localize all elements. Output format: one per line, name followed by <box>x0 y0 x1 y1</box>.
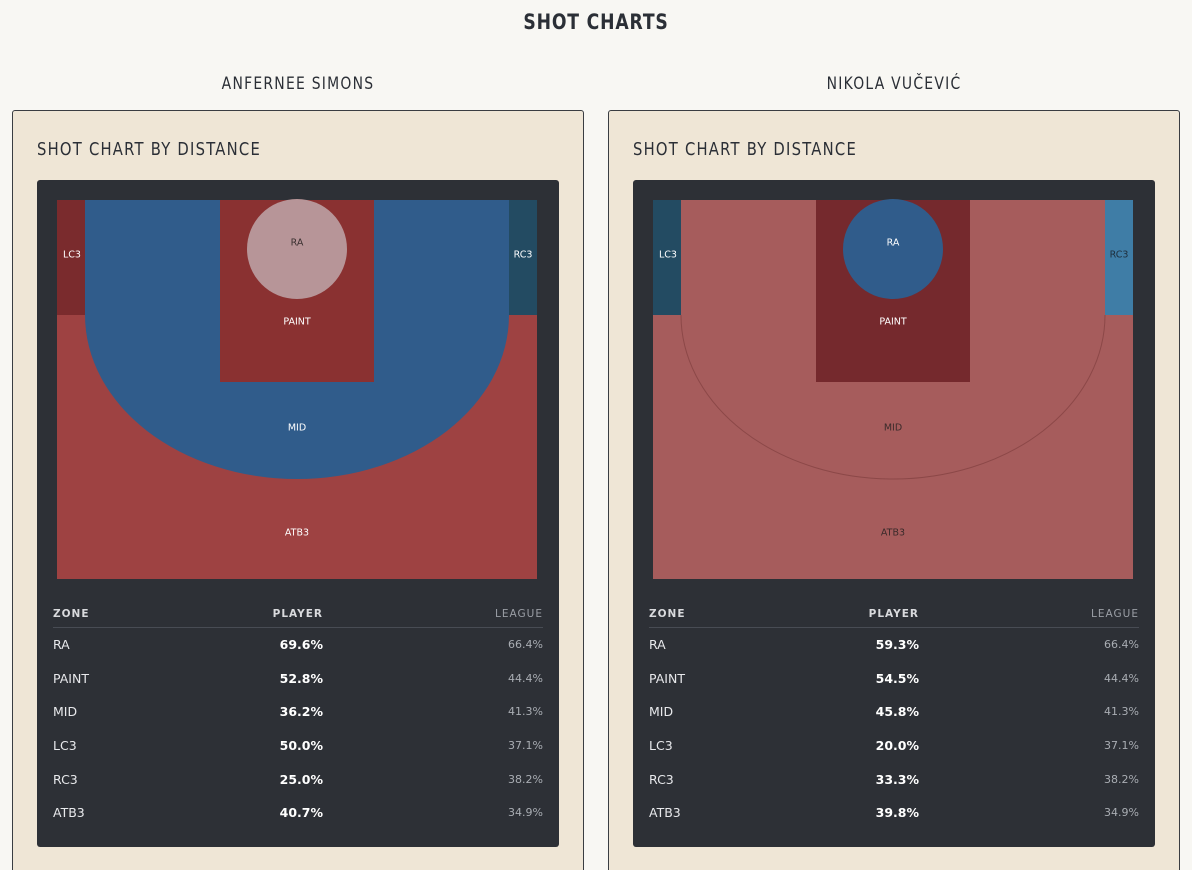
row-zone: LC3 <box>53 738 77 754</box>
shot-chart-card-right: SHOT CHART BY DISTANCE RA PAINT MID LC3 … <box>608 110 1180 870</box>
zone-table: ZONE PLAYER LEAGUE RA 69.6% 66.4% PAINT … <box>53 600 543 830</box>
row-player-pct: 39.8% <box>875 805 919 821</box>
page-title: SHOT CHARTS <box>523 10 669 34</box>
row-zone: LC3 <box>649 738 673 754</box>
row-zone: RA <box>53 637 70 653</box>
table-row: LC3 20.0% 37.1% <box>649 729 1139 763</box>
row-league-pct: 41.3% <box>508 705 543 719</box>
zone-label-mid: MID <box>288 423 306 434</box>
row-zone: MID <box>53 704 78 720</box>
row-zone: RA <box>649 637 666 653</box>
zone-label-lc3: LC3 <box>659 250 677 261</box>
header-zone: ZONE <box>649 607 686 620</box>
row-league-pct: 41.3% <box>1104 705 1139 719</box>
row-player-pct: 45.8% <box>875 704 919 720</box>
row-league-pct: 37.1% <box>508 739 543 753</box>
header-zone: ZONE <box>53 607 90 620</box>
row-league-pct: 34.9% <box>1104 806 1139 820</box>
player-name-right: NIKOLA VUČEVIĆ <box>826 74 962 94</box>
player-name-left: ANFERNEE SIMONS <box>221 74 375 94</box>
zone-lc3[interactable] <box>57 200 85 315</box>
row-league-pct: 44.4% <box>508 671 543 685</box>
zone-ra[interactable] <box>843 199 943 299</box>
zone-label-mid: MID <box>884 423 902 434</box>
zone-label-ra: RA <box>887 238 900 249</box>
row-zone: PAINT <box>53 670 89 686</box>
row-league-pct: 44.4% <box>1104 671 1139 685</box>
table-row: RA 59.3% 66.4% <box>649 628 1139 662</box>
row-player-pct: 50.0% <box>279 738 323 754</box>
row-league-pct: 38.2% <box>508 772 543 786</box>
header-league: LEAGUE <box>1091 607 1139 620</box>
row-player-pct: 59.3% <box>875 637 919 653</box>
row-league-pct: 66.4% <box>1104 638 1139 652</box>
card-title: SHOT CHART BY DISTANCE <box>37 139 262 160</box>
row-league-pct: 34.9% <box>508 806 543 820</box>
row-player-pct: 40.7% <box>279 805 323 821</box>
table-row: MID 36.2% 41.3% <box>53 695 543 729</box>
header-player: PLAYER <box>272 607 323 620</box>
table-row: MID 45.8% 41.3% <box>649 695 1139 729</box>
row-zone: RC3 <box>53 771 78 787</box>
court-chart: RA PAINT MID LC3 RC3 ATB3 <box>653 199 1133 579</box>
table-row: PAINT 52.8% 44.4% <box>53 662 543 696</box>
row-zone: ATB3 <box>53 805 85 821</box>
header-player: PLAYER <box>868 607 919 620</box>
shot-chart-card-left: SHOT CHART BY DISTANCE RA PAINT MID LC3 … <box>12 110 584 870</box>
shot-chart-panel: RA PAINT MID LC3 RC3 ATB3 ZONE PLAYER LE… <box>37 180 559 847</box>
zone-label-atb3: ATB3 <box>285 528 309 539</box>
card-title: SHOT CHART BY DISTANCE <box>633 139 858 160</box>
zone-lc3[interactable] <box>653 200 681 315</box>
row-zone: RC3 <box>649 771 674 787</box>
table-row: LC3 50.0% 37.1% <box>53 729 543 763</box>
zone-table: ZONE PLAYER LEAGUE RA 59.3% 66.4% PAINT … <box>649 600 1139 830</box>
row-player-pct: 69.6% <box>279 637 323 653</box>
row-player-pct: 52.8% <box>279 670 323 686</box>
row-league-pct: 66.4% <box>508 638 543 652</box>
zone-rc3[interactable] <box>1105 200 1133 315</box>
mid-boundary-line <box>680 314 1106 480</box>
shot-chart-panel: RA PAINT MID LC3 RC3 ATB3 ZONE PLAYER LE… <box>633 180 1155 847</box>
court-chart: RA PAINT MID LC3 RC3 ATB3 <box>57 199 537 579</box>
row-player-pct: 36.2% <box>279 704 323 720</box>
zone-label-lc3: LC3 <box>63 250 81 261</box>
row-zone: PAINT <box>649 670 685 686</box>
table-row: PAINT 54.5% 44.4% <box>649 662 1139 696</box>
row-league-pct: 37.1% <box>1104 739 1139 753</box>
zone-label-paint: PAINT <box>283 317 311 328</box>
table-row: RC3 33.3% 38.2% <box>649 762 1139 796</box>
zone-label-paint: PAINT <box>879 317 907 328</box>
row-player-pct: 54.5% <box>875 670 919 686</box>
zone-label-atb3: ATB3 <box>881 528 905 539</box>
zone-ra[interactable] <box>247 199 347 299</box>
row-league-pct: 38.2% <box>1104 772 1139 786</box>
table-row: ATB3 39.8% 34.9% <box>649 796 1139 830</box>
table-row: RA 69.6% 66.4% <box>53 628 543 662</box>
zone-rc3[interactable] <box>509 200 537 315</box>
row-player-pct: 25.0% <box>279 771 323 787</box>
row-player-pct: 33.3% <box>875 771 919 787</box>
zone-label-rc3: RC3 <box>514 250 533 261</box>
row-zone: ATB3 <box>649 805 681 821</box>
table-header: ZONE PLAYER LEAGUE <box>53 600 543 628</box>
table-row: ATB3 40.7% 34.9% <box>53 796 543 830</box>
zone-label-ra: RA <box>291 238 304 249</box>
table-row: RC3 25.0% 38.2% <box>53 762 543 796</box>
row-zone: MID <box>649 704 674 720</box>
row-player-pct: 20.0% <box>875 738 919 754</box>
header-league: LEAGUE <box>495 607 543 620</box>
table-header: ZONE PLAYER LEAGUE <box>649 600 1139 628</box>
zone-label-rc3: RC3 <box>1110 250 1129 261</box>
